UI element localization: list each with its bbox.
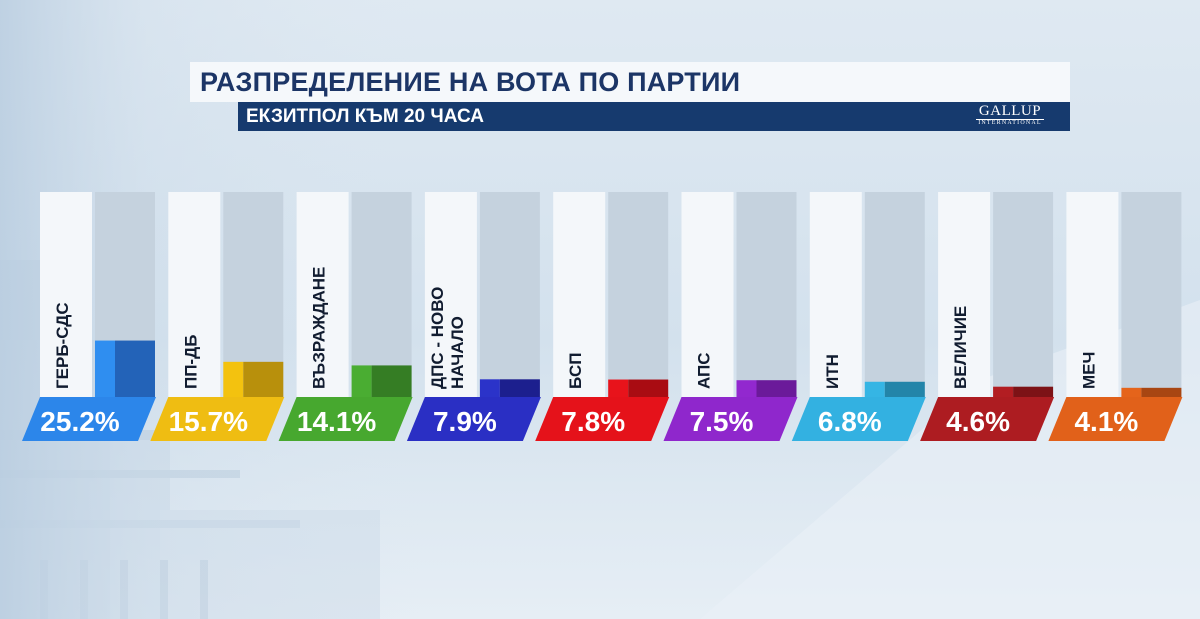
bar-side (756, 380, 797, 397)
value-tag (1048, 397, 1183, 441)
bar-track (608, 192, 669, 397)
party-label: ДПС - НОВОНАЧАЛО (428, 287, 467, 389)
bar-side (115, 340, 155, 397)
party-label-line: ПП-ДБ (181, 335, 200, 389)
value-label: 4.1% (1074, 406, 1138, 437)
value-tag (150, 397, 285, 441)
value-label: 7.5% (690, 406, 754, 437)
value-label: 14.1% (297, 406, 376, 437)
value-tag (535, 397, 670, 441)
bar-track (736, 192, 797, 397)
bar-front (736, 380, 757, 397)
bar-front (864, 381, 885, 397)
logo-text-bottom: INTERNATIONAL (976, 119, 1044, 127)
bar-side (1141, 387, 1182, 397)
party-label-line: ВЕЛИЧИЕ (951, 306, 970, 389)
party-label: АПС (695, 352, 714, 389)
party-label: ИТН (823, 354, 842, 389)
party-label-line: ДПС - НОВО (428, 287, 447, 389)
value-tag (920, 397, 1055, 441)
party-label-line: ГЕРБ-СДС (53, 302, 72, 389)
bar-track (479, 192, 540, 397)
bar-front (351, 365, 372, 397)
bar-side (884, 381, 925, 397)
label-column (938, 192, 991, 397)
value-tag (278, 397, 413, 441)
value-tag (663, 397, 798, 441)
value-tag (22, 397, 156, 441)
party-label: ВЕЛИЧИЕ (951, 306, 970, 389)
party-label-line: ВЪЗРАЖДАНЕ (310, 267, 329, 389)
label-column (1066, 192, 1119, 397)
label-column (40, 192, 92, 397)
party-label: МЕЧ (1079, 352, 1098, 389)
bar-side (1013, 386, 1054, 397)
bar-track (993, 192, 1054, 397)
chart-subtitle: ЕКЗИТПОЛ КЪМ 20 ЧАСА (238, 102, 1070, 131)
label-column (168, 192, 221, 397)
bar-side (628, 379, 669, 397)
bar-track (864, 192, 925, 397)
bar-front (993, 386, 1014, 397)
bar-track (1121, 192, 1182, 397)
gallup-logo: GALLUP INTERNATIONAL (972, 104, 1048, 128)
value-label: 25.2% (40, 406, 119, 437)
bar-front (1121, 387, 1142, 397)
bar-side (371, 365, 412, 397)
party-label: ГЕРБ-СДС (53, 302, 72, 389)
chart-title: РАЗПРЕДЕЛЕНИЕ НА ВОТА ПО ПАРТИИ (190, 62, 1070, 102)
party-label-line: ИТН (823, 354, 842, 389)
party-label-line: БСП (566, 353, 585, 390)
value-tag (406, 397, 541, 441)
value-label: 6.8% (818, 406, 882, 437)
bar-front (223, 361, 244, 397)
bar-side (499, 379, 540, 397)
value-label: 7.9% (433, 406, 497, 437)
label-column (424, 192, 477, 397)
logo-text-top: GALLUP (978, 103, 1042, 119)
bar-side (243, 361, 284, 397)
party-label-line: АПС (695, 352, 714, 389)
value-label: 7.8% (561, 406, 625, 437)
value-label: 15.7% (169, 406, 248, 437)
bar-front (479, 379, 500, 397)
value-label: 4.6% (946, 406, 1010, 437)
bar-track (351, 192, 412, 397)
party-label: ВЪЗРАЖДАНЕ (310, 267, 329, 389)
party-label-line: МЕЧ (1079, 352, 1098, 389)
party-label: БСП (566, 353, 585, 390)
label-column (809, 192, 862, 397)
bar-front (608, 379, 629, 397)
party-label: ПП-ДБ (181, 335, 200, 389)
label-column (296, 192, 349, 397)
label-column (681, 192, 734, 397)
value-tag (791, 397, 926, 441)
bar-front (95, 340, 115, 397)
label-column (553, 192, 606, 397)
party-label-line: НАЧАЛО (448, 316, 467, 389)
